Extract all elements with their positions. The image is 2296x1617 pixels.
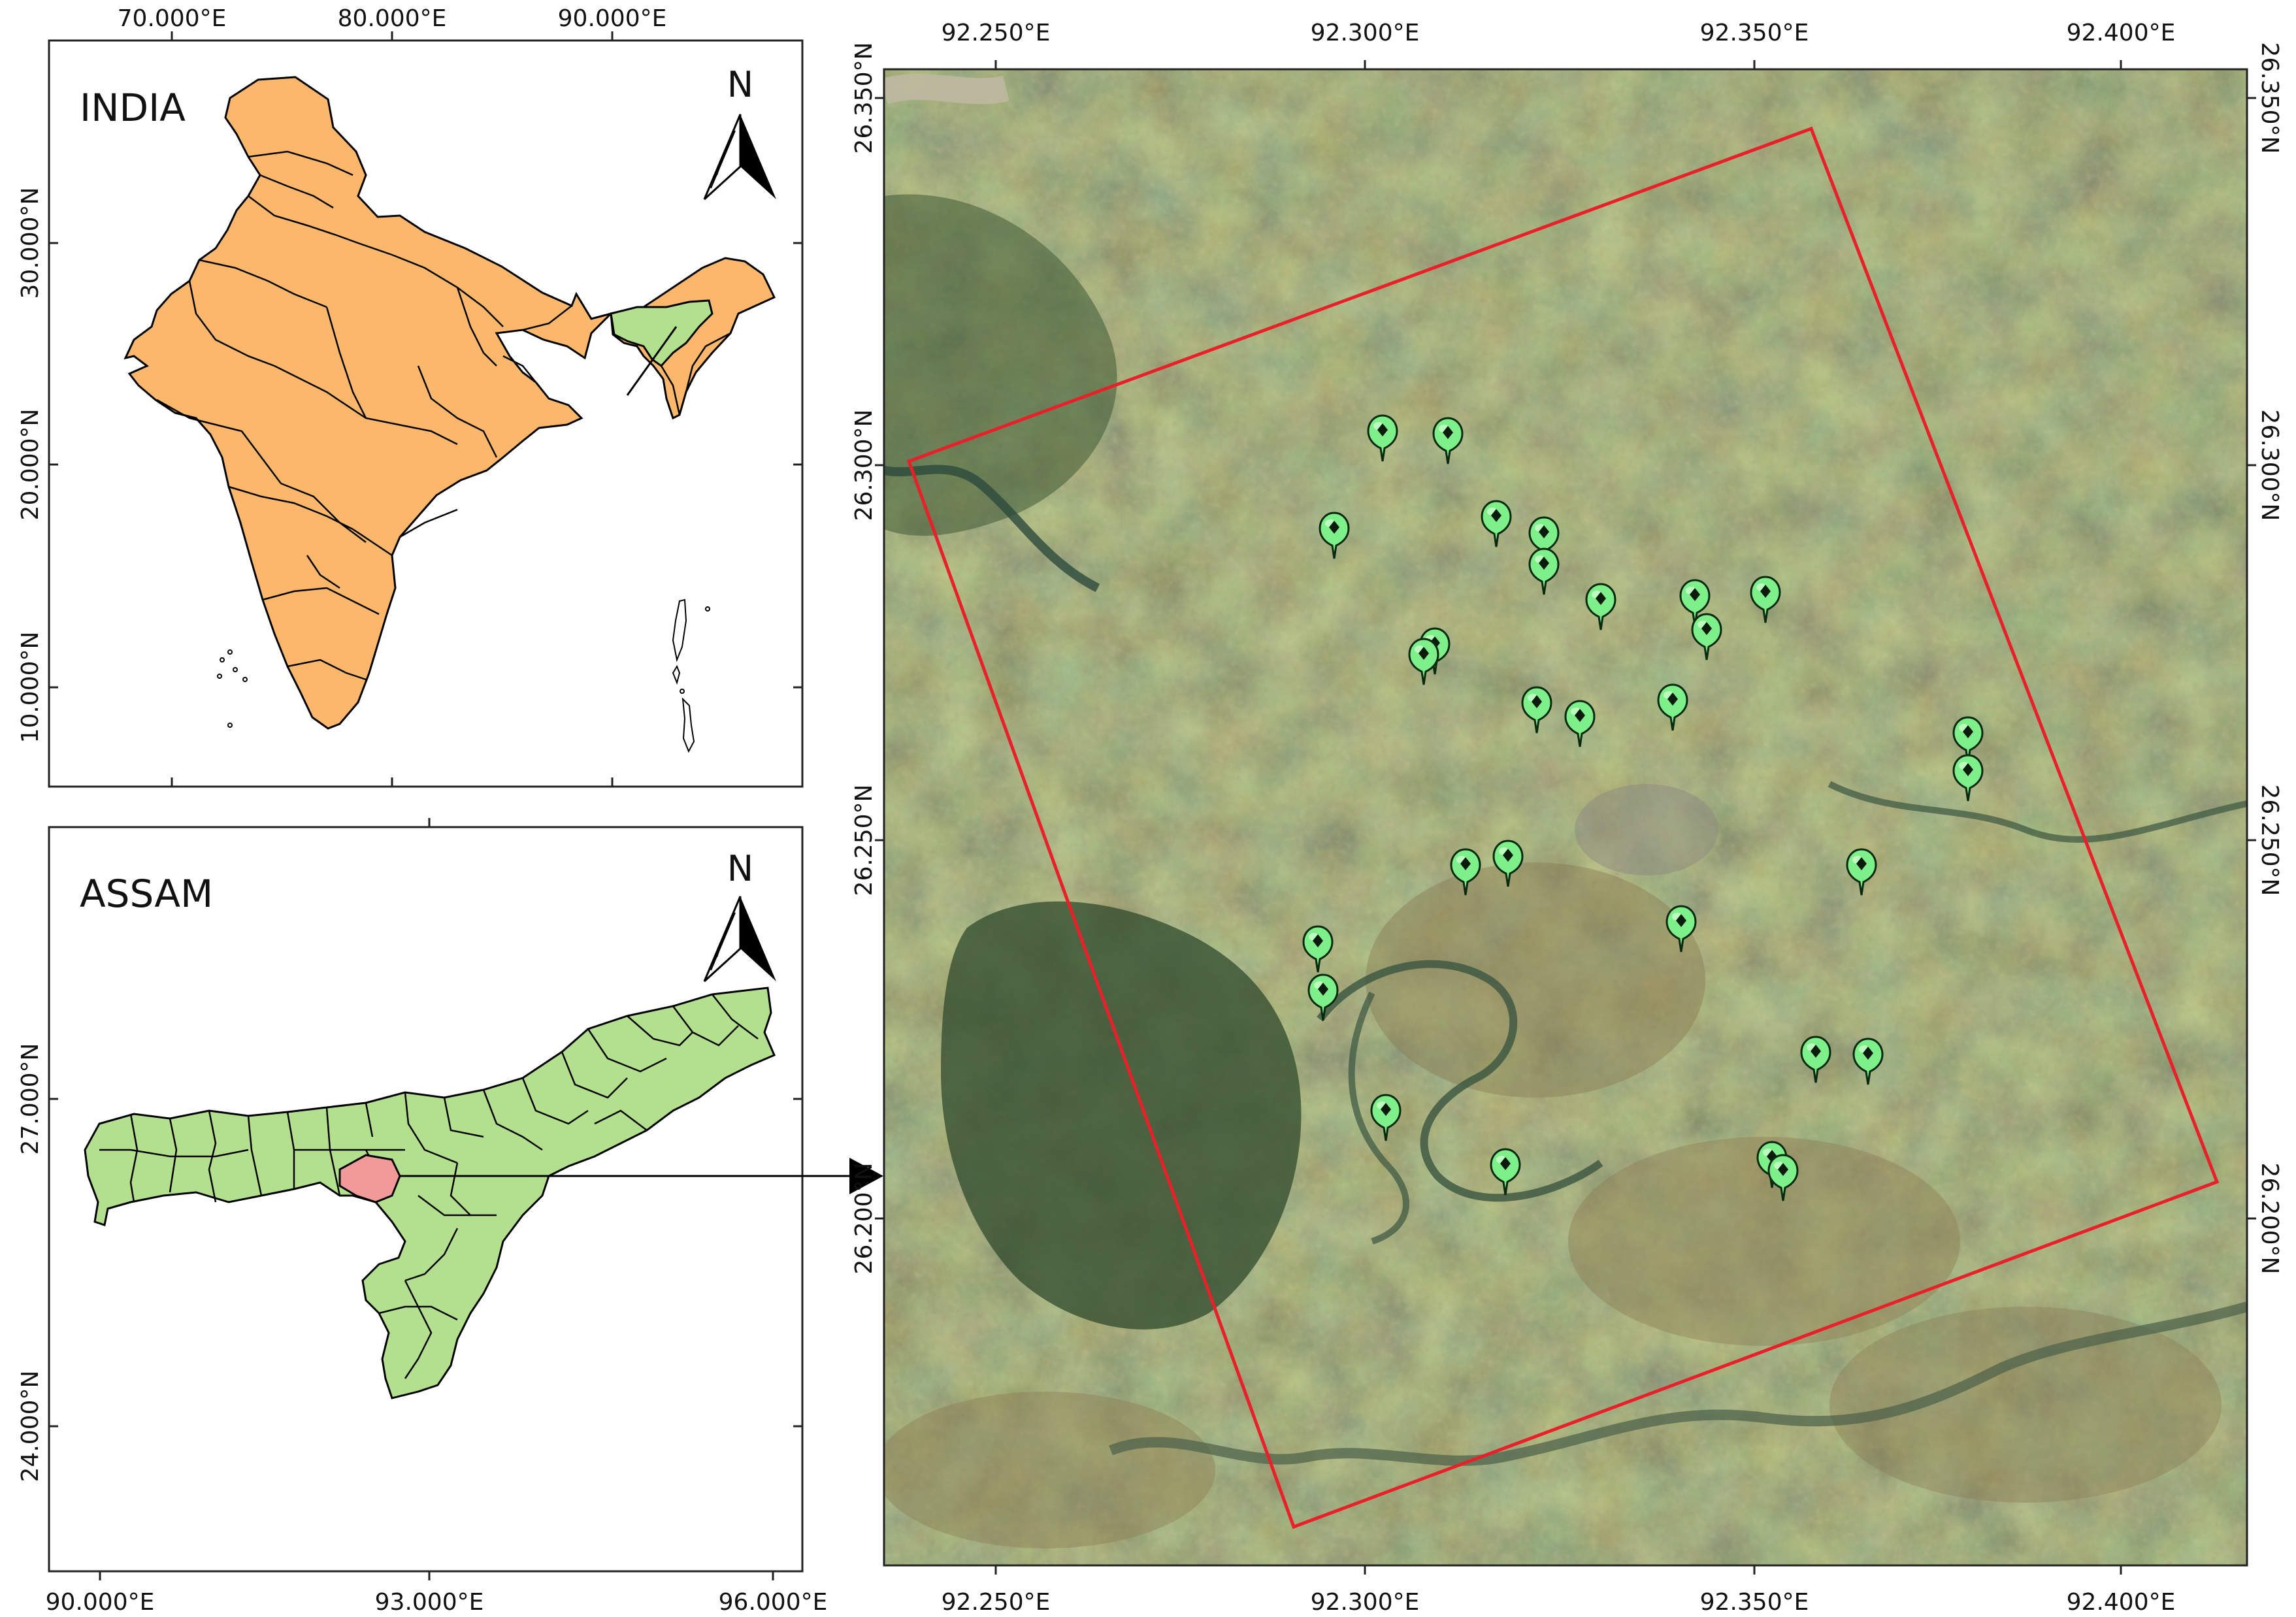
india-north-letter: N <box>727 64 753 105</box>
india-islands <box>217 598 710 753</box>
assam-north-arrow: N <box>703 848 776 983</box>
assam-outline-shape <box>84 987 776 1399</box>
assam-tick-marks <box>49 818 802 1580</box>
study-y-right-tick-3: 26.250°N <box>2256 785 2283 896</box>
study-x-top-tick-3: 92.350°E <box>1700 20 1809 46</box>
india-title: INDIA <box>80 86 186 130</box>
study-x-bottom-tick-4: 92.400°E <box>2067 1589 2176 1616</box>
study-y-left-tick-2: 26.300°N <box>851 410 877 521</box>
study-x-bottom-tick-3: 92.350°E <box>1700 1589 1809 1616</box>
india-mainland-shape <box>123 76 615 730</box>
india-x-tick-1: 70.000°E <box>118 5 227 32</box>
study-area-boundary <box>906 126 2220 1529</box>
study-y-right-tick-4: 26.200°N <box>2256 1163 2283 1275</box>
assam-north-letter: N <box>727 848 753 889</box>
assam-y-tick-1: 27.000°N <box>17 1043 44 1155</box>
study-tick-marks <box>875 60 2256 1575</box>
india-y-tick-1: 30.000°N <box>17 188 44 299</box>
india-y-tick-2: 20.000°N <box>17 409 44 521</box>
india-tick-marks <box>49 31 802 787</box>
study-y-left-tick-1: 26.350°N <box>851 42 877 154</box>
india-north-arrow: N <box>703 64 776 201</box>
india-ne-state-borders <box>660 332 731 416</box>
india-x-tick-2: 80.000°E <box>338 5 447 32</box>
study-y-left-tick-4: 26.200°N <box>851 1163 877 1275</box>
study-x-bottom-tick-2: 92.300°E <box>1311 1589 1420 1616</box>
india-panel: 70.000°E 80.000°E 90.000°E 30.000°N 20.0… <box>17 5 804 788</box>
assam-x-tick-3: 96.000°E <box>719 1589 828 1616</box>
study-area-panel: 92.250°E 92.300°E 92.350°E 92.400°E 92.2… <box>851 20 2283 1616</box>
assam-study-district <box>338 1154 401 1203</box>
study-y-right-tick-1: 26.350°N <box>2256 42 2283 154</box>
assam-title: ASSAM <box>80 872 213 916</box>
satellite-imagery <box>884 69 2247 1565</box>
india-northeast-shape <box>610 257 776 420</box>
assam-to-study-arrowhead <box>849 1158 883 1194</box>
assam-y-tick-2: 24.000°N <box>17 1371 44 1482</box>
assam-panel: 90.000°E 93.000°E 96.000°E 27.000°N 24.0… <box>17 818 883 1616</box>
india-state-borders <box>156 150 572 681</box>
india-assam-pointer-line <box>626 326 678 396</box>
assam-x-tick-2: 93.000°E <box>375 1589 484 1616</box>
study-x-top-tick-1: 92.250°E <box>942 20 1051 46</box>
assam-x-tick-1: 90.000°E <box>46 1589 155 1616</box>
india-assam-highlight <box>610 299 713 367</box>
study-x-bottom-tick-1: 92.250°E <box>942 1589 1051 1616</box>
india-x-tick-3: 90.000°E <box>558 5 667 32</box>
india-y-tick-3: 10.000°N <box>17 632 44 743</box>
study-x-top-tick-4: 92.400°E <box>2067 20 2176 46</box>
study-y-right-tick-2: 26.300°N <box>2256 410 2283 521</box>
assam-district-borders <box>99 994 759 1379</box>
study-x-top-tick-2: 92.300°E <box>1311 20 1420 46</box>
study-y-left-tick-3: 26.250°N <box>851 785 877 896</box>
study-area-frame <box>883 68 2248 1567</box>
